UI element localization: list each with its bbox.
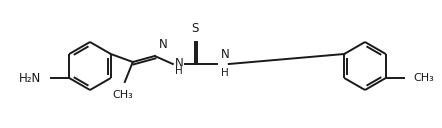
Text: S: S: [191, 22, 198, 35]
Text: H: H: [221, 68, 229, 78]
Text: CH₃: CH₃: [414, 73, 434, 83]
Text: N: N: [159, 38, 168, 51]
Text: N: N: [221, 48, 229, 61]
Text: N: N: [175, 56, 183, 70]
Text: H₂N: H₂N: [19, 72, 41, 84]
Text: CH₃: CH₃: [112, 90, 133, 100]
Text: H: H: [175, 66, 183, 76]
